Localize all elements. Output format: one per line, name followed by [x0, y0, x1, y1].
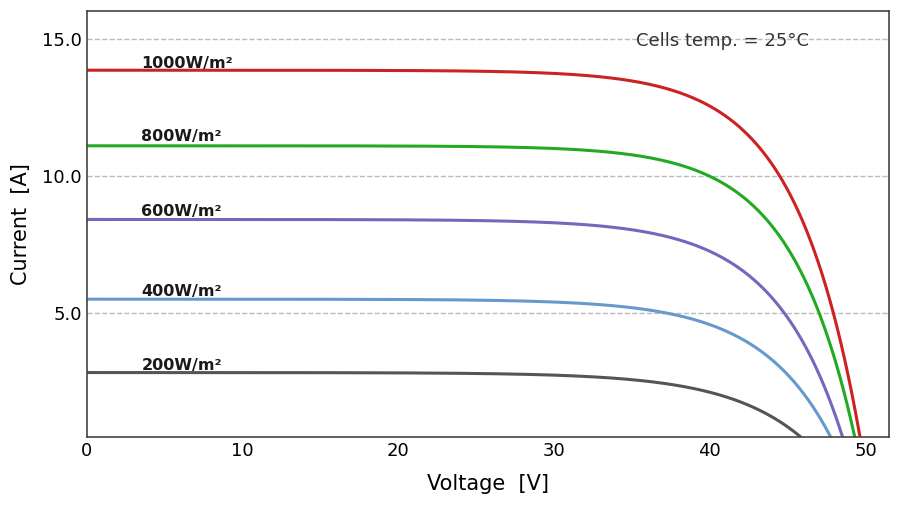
Text: Cells temp. = 25°C: Cells temp. = 25°C: [636, 32, 809, 50]
Text: 200W/m²: 200W/m²: [141, 358, 222, 373]
Text: 400W/m²: 400W/m²: [141, 284, 222, 299]
Text: 800W/m²: 800W/m²: [141, 129, 222, 143]
Text: 600W/m²: 600W/m²: [141, 204, 222, 219]
X-axis label: Voltage  [V]: Voltage [V]: [427, 474, 549, 494]
Y-axis label: Current  [A]: Current [A]: [11, 163, 32, 285]
Text: 1000W/m²: 1000W/m²: [141, 56, 233, 71]
